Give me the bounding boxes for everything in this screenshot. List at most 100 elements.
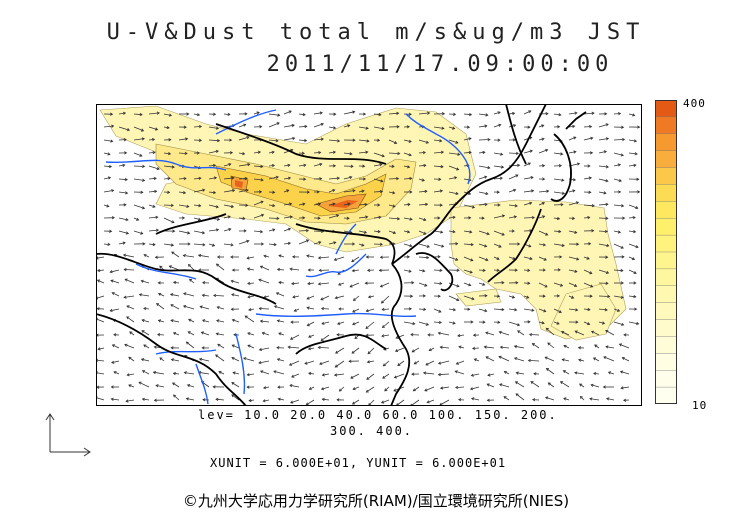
wind-vector	[283, 189, 289, 193]
wind-vector	[598, 295, 610, 297]
wind-vector	[143, 254, 150, 258]
wind-vector	[309, 386, 315, 390]
wind-vector	[163, 113, 172, 116]
wind-vector-head	[456, 268, 460, 272]
wind-vector	[276, 292, 285, 297]
wind-vector	[278, 255, 285, 258]
wind-vector-head	[319, 177, 323, 181]
wind-vector-head	[167, 151, 172, 156]
wind-vector-head	[623, 333, 627, 337]
wind-vector	[500, 346, 510, 349]
wind-vector-head	[303, 163, 307, 167]
wind-vector	[381, 399, 390, 404]
wind-vector-head	[138, 381, 142, 385]
wind-vector-head	[171, 165, 175, 169]
wind-vector-head	[276, 319, 280, 323]
wind-vector	[148, 204, 156, 208]
wind-vector-head	[529, 149, 533, 153]
wind-vector-head	[172, 280, 177, 285]
wind-vector	[283, 124, 295, 128]
wind-vector-head	[245, 188, 249, 192]
wind-vector-head	[113, 333, 117, 337]
wind-vector	[343, 230, 352, 233]
wind-vector-head	[246, 385, 250, 389]
wind-vector-head	[365, 389, 369, 393]
wind-vector	[594, 344, 600, 349]
colorbar-cell	[655, 116, 677, 135]
wind-vector-head	[107, 152, 111, 156]
wind-vector	[455, 386, 465, 388]
wind-vector	[423, 372, 435, 375]
wind-vector	[217, 343, 225, 349]
wind-vector	[178, 230, 190, 234]
colorbar-max-label: 400	[683, 97, 706, 110]
wind-vector	[485, 356, 495, 362]
wind-vector-head	[425, 202, 429, 207]
wind-vector-head	[456, 167, 460, 171]
wind-vector-head	[289, 215, 293, 219]
wind-vector	[367, 347, 375, 354]
wind-vector-head	[259, 319, 263, 323]
wind-vector	[598, 269, 609, 274]
wind-vector-head	[527, 320, 531, 324]
wind-vector-head	[547, 342, 551, 346]
wind-vector-head	[111, 124, 115, 128]
wind-vector	[384, 386, 390, 392]
wind-vector-head	[228, 227, 232, 232]
wind-vector-head	[439, 345, 443, 349]
wind-vector	[538, 321, 545, 324]
wind-vector-head	[96, 307, 100, 311]
wind-vector	[238, 217, 245, 220]
wind-vector	[568, 230, 577, 234]
wind-vector	[418, 282, 427, 287]
wind-vector-head	[396, 111, 400, 116]
wind-vector	[613, 139, 625, 141]
wind-vector	[148, 112, 160, 115]
wind-vector-head	[542, 268, 546, 272]
wind-vector-head	[155, 215, 159, 219]
wind-vector-head	[471, 397, 475, 401]
wind-vector	[103, 190, 114, 193]
wind-vector	[126, 305, 135, 310]
wind-vector-head	[427, 333, 431, 337]
wind-vector-head	[622, 216, 626, 220]
wind-vector-head	[468, 137, 472, 141]
wind-vector	[568, 217, 575, 219]
wind-vector	[373, 191, 383, 193]
wind-vector	[110, 280, 120, 284]
wind-vector	[216, 333, 225, 336]
wind-vector	[268, 113, 280, 116]
wind-vector-head	[393, 388, 397, 392]
wind-vector	[433, 165, 444, 168]
wind-vector-head	[485, 356, 489, 360]
wind-vector	[403, 230, 410, 233]
wind-vector-head	[579, 395, 583, 399]
wind-vector-head	[636, 177, 640, 181]
wind-vector	[493, 165, 504, 168]
wind-vector-head	[201, 293, 205, 298]
wind-vector	[593, 373, 600, 375]
wind-vector-head	[352, 110, 356, 114]
wind-vector	[247, 332, 255, 336]
wind-vector	[523, 176, 534, 180]
wind-vector	[433, 321, 442, 323]
wind-vector-head	[352, 138, 356, 142]
wind-vector-layer	[96, 110, 641, 406]
wind-vector-head	[576, 162, 581, 166]
wind-vector-head	[125, 231, 130, 235]
wind-vector	[183, 255, 195, 258]
wind-vector-head	[198, 357, 203, 361]
wind-vector-head	[470, 320, 474, 324]
wind-vector	[321, 308, 330, 310]
wind-vector-head	[367, 295, 372, 299]
wind-vector-head	[515, 393, 519, 397]
wind-vector	[253, 201, 264, 206]
wind-vector-head	[187, 263, 191, 267]
wind-vector-head	[501, 232, 505, 236]
wind-vector-head	[406, 255, 410, 259]
wind-vector-head	[411, 372, 415, 376]
wind-vector-head	[616, 308, 621, 312]
wind-vector-head	[304, 124, 308, 129]
wind-vector-head	[108, 164, 113, 169]
wind-vector-head	[263, 295, 267, 299]
